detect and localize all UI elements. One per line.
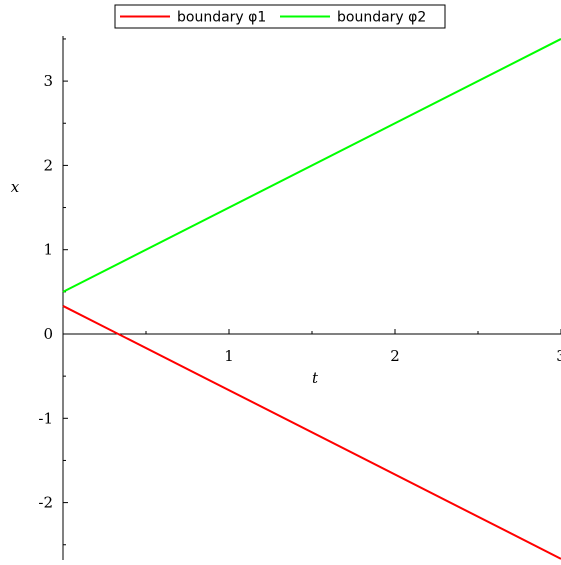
y-tick-label: 2 <box>43 156 53 174</box>
axes: 1 2 3 -2 -1 0 1 2 3 t x <box>11 35 561 560</box>
legend: boundary φ1 boundary φ2 <box>114 4 446 29</box>
y-axis-label: x <box>11 178 20 196</box>
x-axis-label: t <box>312 369 319 387</box>
legend-label-2: boundary φ2 <box>337 10 426 26</box>
y-tick-label: -2 <box>38 494 53 512</box>
y-tick-label: 3 <box>43 72 53 90</box>
x-tick-label: 1 <box>224 347 234 365</box>
legend-label-1: boundary φ1 <box>177 10 266 26</box>
x-tick-label: 2 <box>390 347 400 365</box>
y-tick-label: -1 <box>38 409 53 427</box>
series-line-1 <box>62 305 561 560</box>
y-tick-label: 0 <box>43 325 53 343</box>
series-line-2 <box>62 38 561 293</box>
y-tick-label: 1 <box>43 241 53 259</box>
series-layer <box>62 38 561 560</box>
x-tick-label: 3 <box>556 347 561 365</box>
